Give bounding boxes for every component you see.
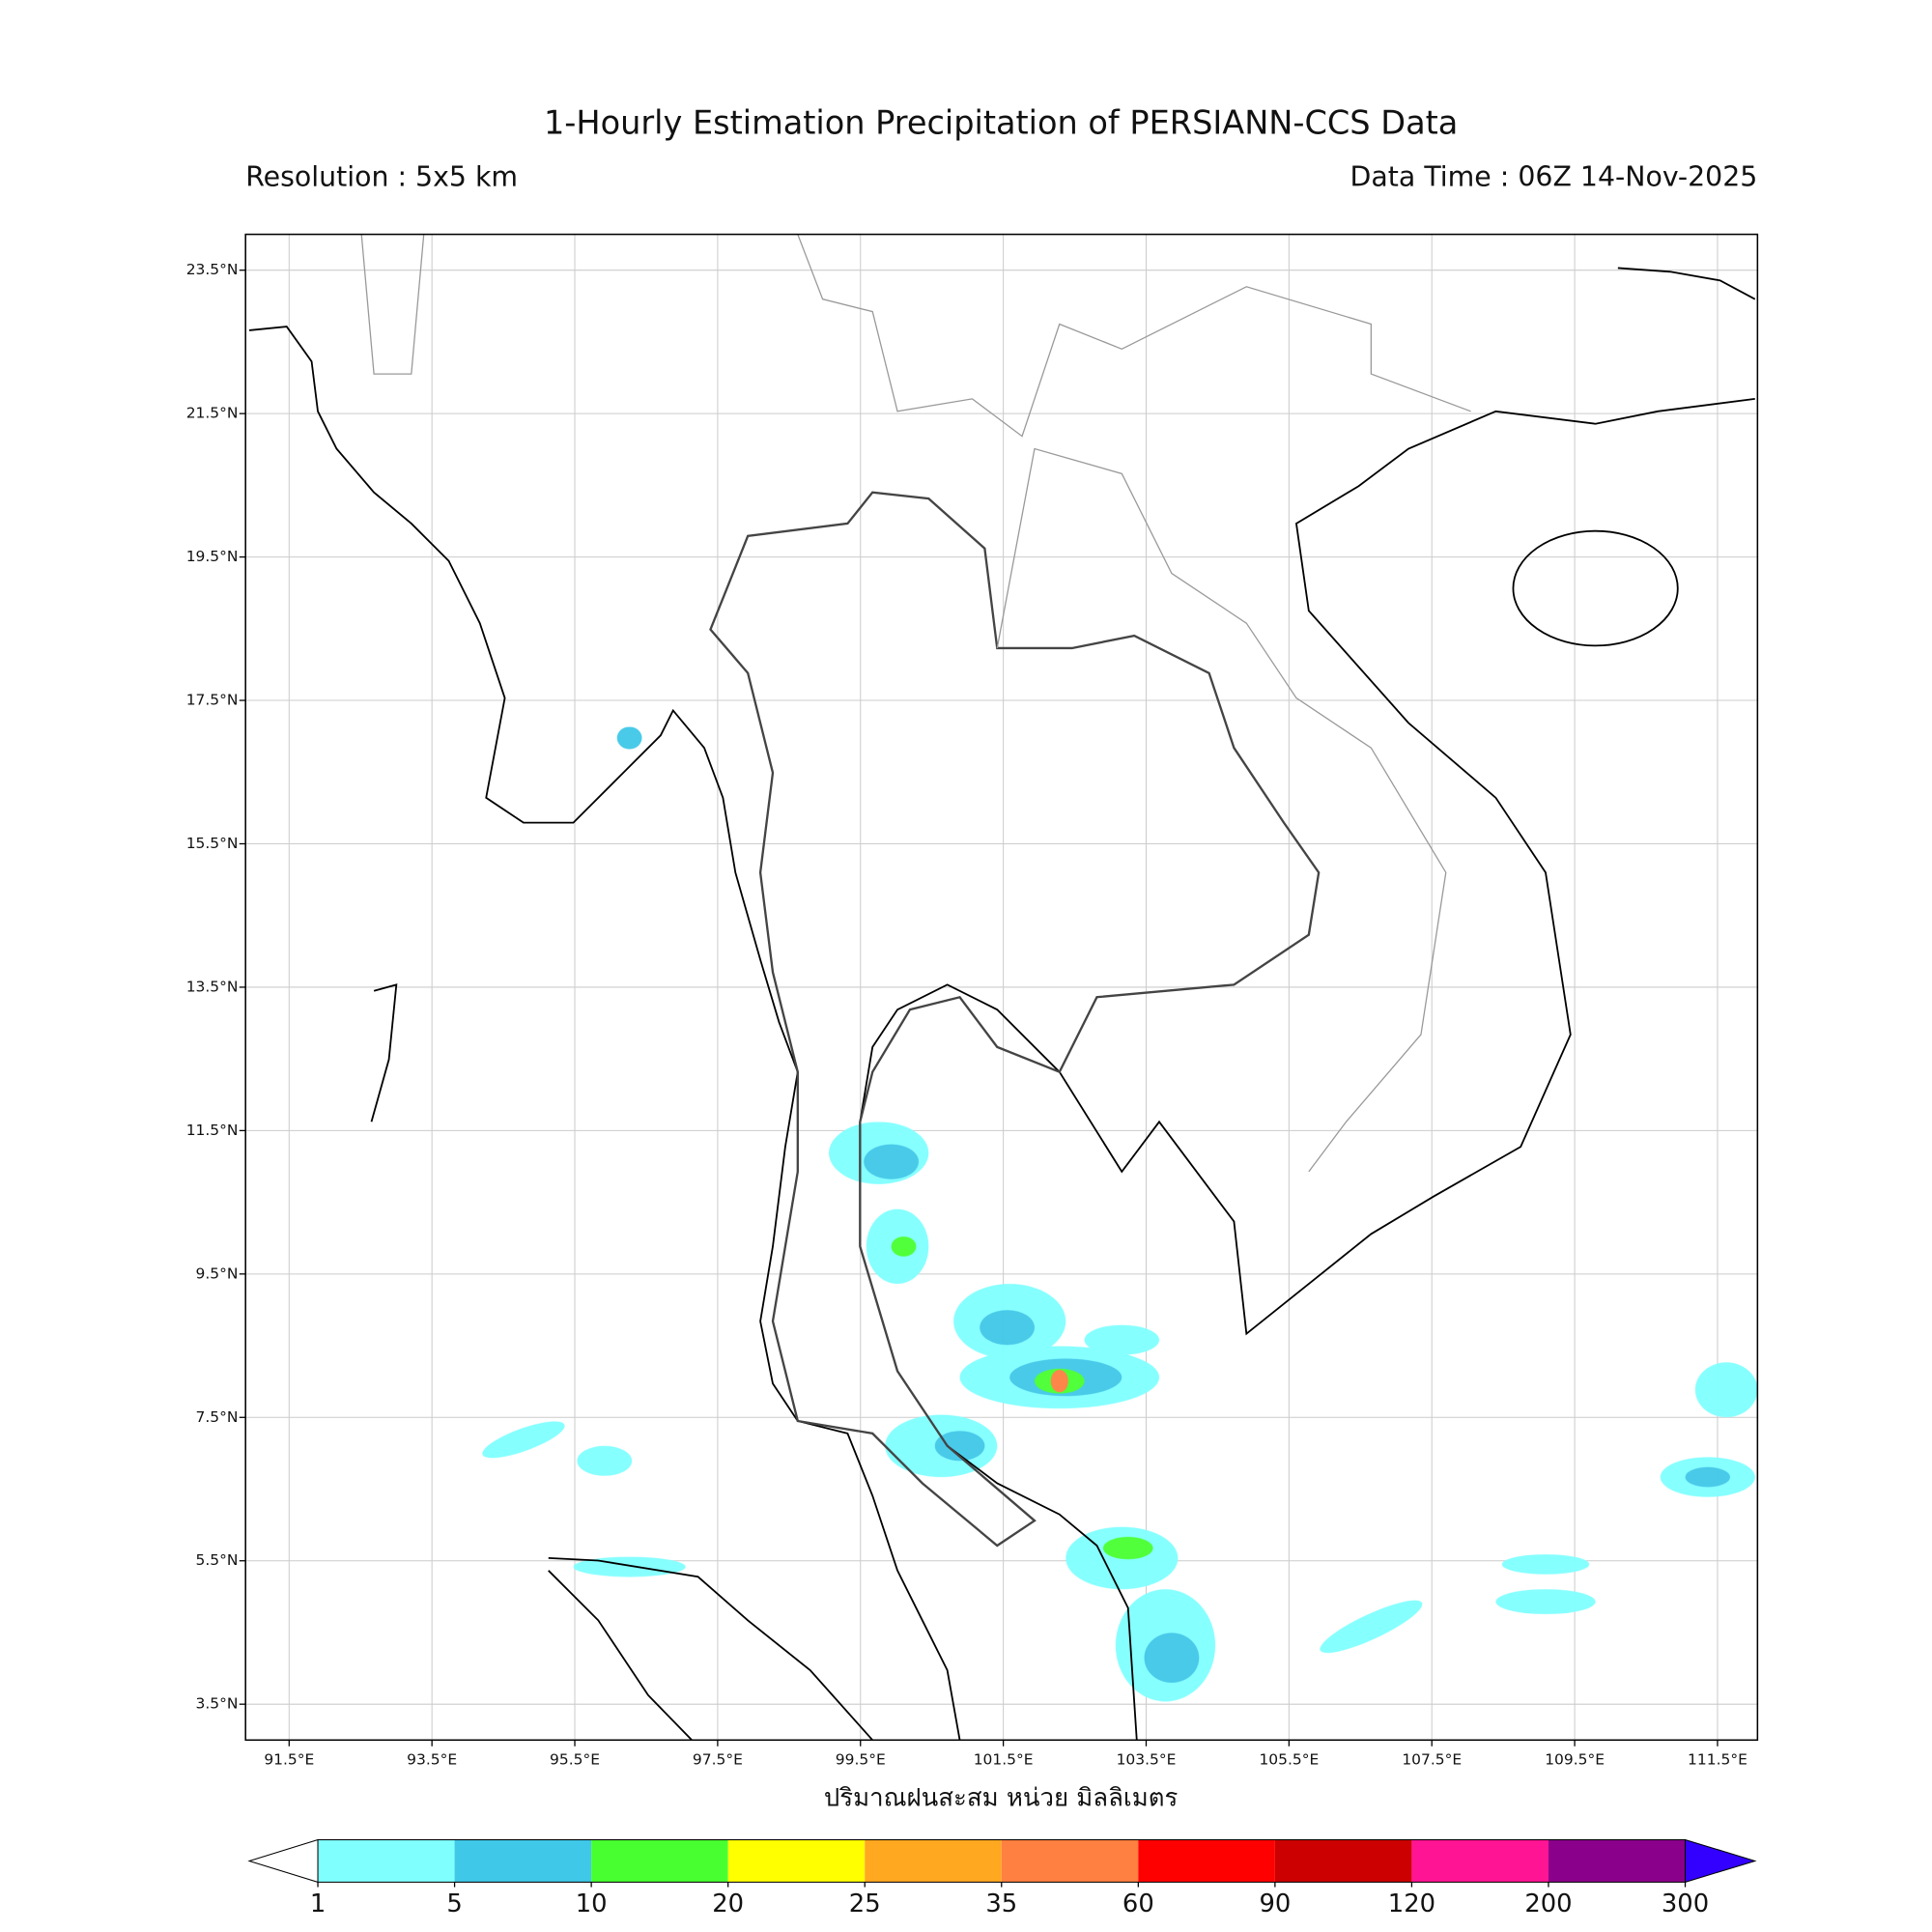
colorbar-segment — [591, 1839, 728, 1883]
colorbar-segment — [318, 1839, 455, 1883]
rain-area — [1050, 1370, 1068, 1393]
colorbar-segment — [1548, 1839, 1686, 1883]
colorbar-under — [247, 1838, 319, 1884]
colorbar-segment — [1411, 1839, 1548, 1883]
colorbar-label: 35 — [985, 1889, 1017, 1918]
colorbar-label: 90 — [1259, 1889, 1291, 1918]
colorbar-segment — [727, 1839, 866, 1883]
map-frame — [244, 233, 1759, 1742]
thailand-border — [709, 491, 1321, 1548]
colorbar: 1 5 10 20 25 35 60 90 120 200 300 — [247, 1838, 1757, 1918]
rain-area — [891, 1236, 917, 1257]
resolution: Resolution : 5x5 km — [245, 161, 518, 193]
colorbar-label: 60 — [1122, 1889, 1154, 1918]
x-tick-label: 93.5°E — [407, 1750, 457, 1768]
coastline — [548, 1570, 693, 1741]
x-tick-label: 105.5°E — [1259, 1750, 1319, 1768]
colorbar-label: 5 — [446, 1889, 462, 1918]
x-tick-label: 109.5°E — [1545, 1750, 1605, 1768]
x-tick-label: 107.5°E — [1402, 1750, 1462, 1768]
colorbar-label: 200 — [1524, 1889, 1572, 1918]
x-tick-label: 103.5°E — [1117, 1750, 1177, 1768]
x-tick-label: 97.5°E — [693, 1750, 743, 1768]
x-tick-label: 95.5°E — [550, 1750, 600, 1768]
border — [360, 234, 425, 375]
y-tick-label: 23.5°N — [186, 261, 239, 278]
y-tick-label: 11.5°N — [186, 1122, 239, 1139]
x-tick-label: 101.5°E — [974, 1750, 1034, 1768]
colorbar-segment — [865, 1839, 1002, 1883]
colorbar-over — [1684, 1838, 1757, 1884]
x-axis-label: ปริมาณฝนสะสม หน่วย มิลลิเมตร — [824, 1783, 1179, 1812]
border — [797, 234, 1471, 438]
rain-area — [616, 726, 642, 750]
y-tick-label: 15.5°N — [186, 835, 239, 852]
y-tick-label: 19.5°N — [186, 548, 239, 565]
country-borders — [360, 234, 1471, 1173]
coastline — [859, 398, 1755, 1741]
island — [1512, 529, 1679, 647]
precipitation — [482, 726, 1758, 1702]
rain-area — [980, 1310, 1035, 1346]
title: 1-Hourly Estimation Precipitation of PER… — [544, 104, 1458, 142]
colorbar-segment — [1274, 1839, 1412, 1883]
colorbar-segment — [1138, 1839, 1275, 1883]
coastline — [548, 1557, 873, 1741]
y-tick-label: 3.5°N — [196, 1695, 239, 1713]
coastline — [1617, 267, 1756, 300]
rain-area — [1102, 1536, 1153, 1560]
colorbar-segment — [454, 1839, 592, 1883]
x-tick-label: 111.5°E — [1688, 1750, 1747, 1768]
border — [709, 491, 1321, 1548]
x-tick-label: 91.5°E — [264, 1750, 314, 1768]
island — [370, 983, 398, 1122]
graticule: 91.5°E 93.5°E 95.5°E 97.5°E 99.5°E 101.5°E 103… — [186, 234, 1758, 1768]
y-tick-label: 5.5°N — [196, 1551, 239, 1569]
y-tick-label: 21.5°N — [186, 405, 239, 422]
colorbar-label: 120 — [1388, 1889, 1435, 1918]
rain-area — [577, 1445, 633, 1476]
colorbar-segment — [1001, 1839, 1139, 1883]
y-tick-label: 9.5°N — [196, 1264, 239, 1282]
rain-area — [1144, 1633, 1200, 1683]
x-tick-label: 99.5°E — [836, 1750, 886, 1768]
rain-area — [1694, 1362, 1758, 1418]
rain-area — [1501, 1554, 1590, 1575]
rain-area — [1084, 1324, 1159, 1355]
colorbar-label: 25 — [849, 1889, 881, 1918]
colorbar-label: 300 — [1662, 1889, 1709, 1918]
coastlines — [248, 267, 1756, 1741]
y-tick-label: 7.5°N — [196, 1408, 239, 1426]
rain-area — [1685, 1466, 1730, 1488]
rain-area — [1320, 1600, 1423, 1654]
rain-area — [864, 1144, 919, 1179]
colorbar-label: 10 — [576, 1889, 608, 1918]
y-tick-label: 17.5°N — [186, 692, 239, 709]
colorbar-label: 1 — [310, 1889, 326, 1918]
rain-area — [1495, 1589, 1596, 1614]
rain-area — [482, 1421, 565, 1459]
border — [996, 447, 1447, 1173]
colorbar-label: 20 — [712, 1889, 744, 1918]
data-time: Data Time : 06Z 14-Nov-2025 — [1350, 161, 1758, 193]
rain-area — [934, 1431, 985, 1462]
coastline — [248, 326, 961, 1741]
y-tick-label: 13.5°N — [186, 978, 239, 995]
